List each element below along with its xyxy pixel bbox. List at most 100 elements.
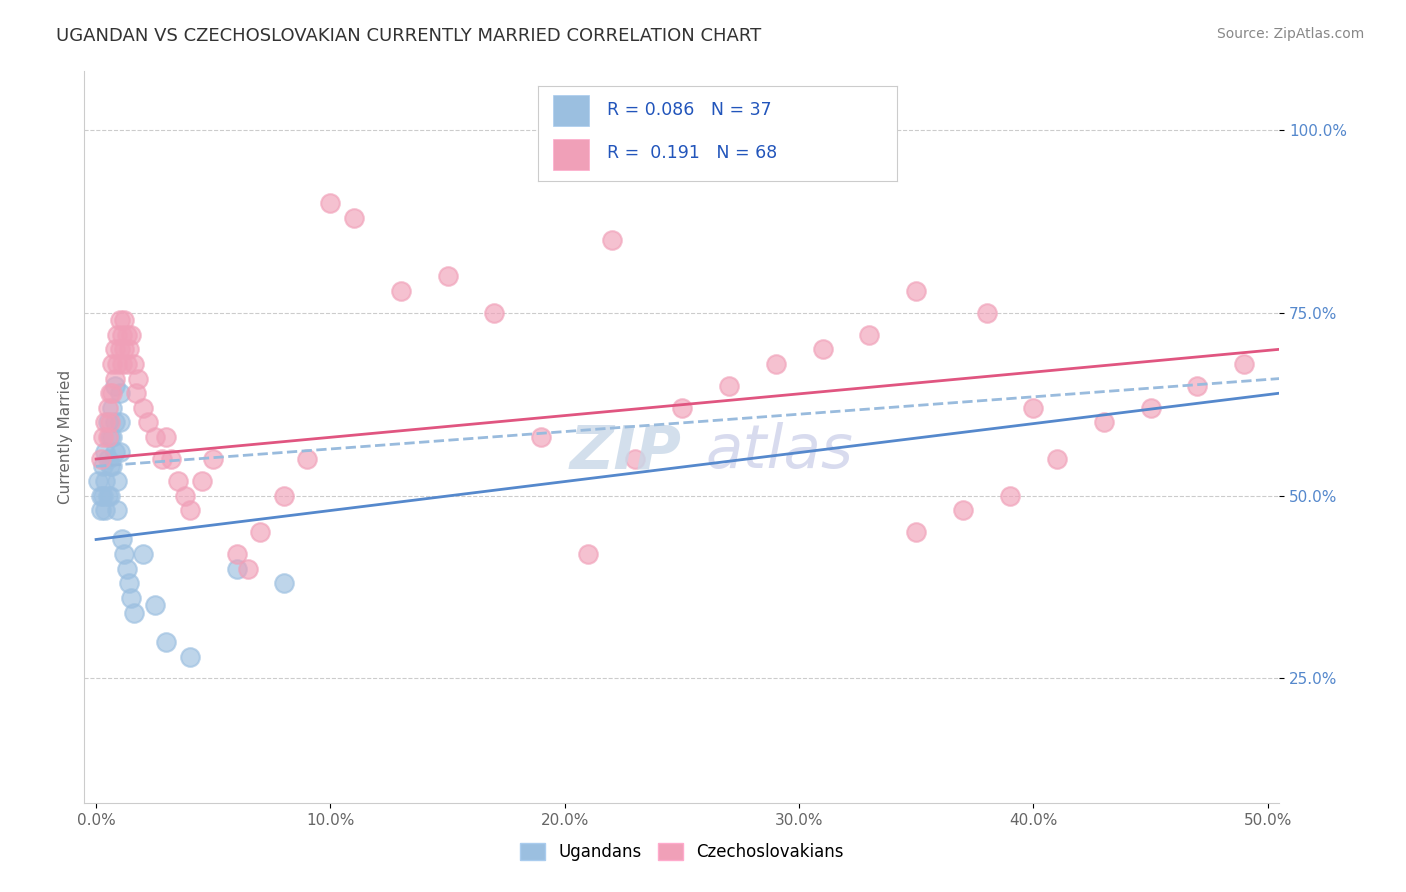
Point	[120, 327, 142, 342]
Point	[104, 379, 127, 393]
Text: atlas: atlas	[706, 422, 853, 481]
Point	[94, 503, 117, 517]
Text: ZIP: ZIP	[569, 422, 682, 481]
Point	[101, 430, 124, 444]
Point	[905, 284, 928, 298]
Point	[132, 401, 155, 415]
Point	[94, 416, 117, 430]
Point	[295, 452, 318, 467]
Point	[155, 430, 177, 444]
Point	[343, 211, 366, 225]
Point	[484, 306, 506, 320]
Point	[104, 444, 127, 458]
Point	[91, 459, 114, 474]
Point	[97, 452, 120, 467]
Y-axis label: Currently Married: Currently Married	[58, 370, 73, 504]
Text: UGANDAN VS CZECHOSLOVAKIAN CURRENTLY MARRIED CORRELATION CHART: UGANDAN VS CZECHOSLOVAKIAN CURRENTLY MAR…	[56, 27, 762, 45]
Point	[143, 599, 166, 613]
Point	[1022, 401, 1045, 415]
Point	[122, 606, 145, 620]
Point	[94, 444, 117, 458]
Point	[98, 430, 121, 444]
Point	[91, 489, 114, 503]
Point	[104, 343, 127, 357]
Point	[105, 474, 128, 488]
Point	[101, 401, 124, 415]
Legend: Ugandans, Czechoslovakians: Ugandans, Czechoslovakians	[513, 836, 851, 868]
Point	[190, 474, 212, 488]
Point	[98, 416, 121, 430]
Point	[976, 306, 998, 320]
Point	[108, 444, 131, 458]
Point	[811, 343, 834, 357]
Point	[87, 474, 110, 488]
Point	[111, 357, 134, 371]
Point	[136, 416, 159, 430]
Point	[671, 401, 693, 415]
Point	[155, 635, 177, 649]
Point	[101, 459, 124, 474]
Point	[249, 525, 271, 540]
Point	[436, 269, 458, 284]
Point	[115, 562, 138, 576]
Point	[624, 452, 647, 467]
Point	[554, 160, 576, 174]
Text: Source: ZipAtlas.com: Source: ZipAtlas.com	[1216, 27, 1364, 41]
Point	[319, 196, 342, 211]
Point	[1187, 379, 1209, 393]
Point	[97, 489, 120, 503]
Point	[717, 379, 740, 393]
Point	[118, 343, 141, 357]
Point	[765, 357, 787, 371]
Point	[1046, 452, 1069, 467]
Point	[1233, 357, 1256, 371]
Point	[238, 562, 260, 576]
Point	[530, 430, 553, 444]
Point	[101, 357, 124, 371]
Point	[202, 452, 225, 467]
Point	[952, 503, 974, 517]
Point	[120, 591, 142, 605]
Point	[225, 562, 247, 576]
Point	[105, 503, 128, 517]
Point	[600, 233, 623, 247]
Point	[108, 386, 131, 401]
Point	[112, 313, 135, 327]
Point	[576, 547, 599, 561]
Point	[179, 649, 201, 664]
Point	[167, 474, 190, 488]
Point	[97, 416, 120, 430]
Point	[98, 386, 121, 401]
Point	[225, 547, 247, 561]
Point	[108, 313, 131, 327]
Point	[1092, 416, 1115, 430]
Point	[104, 371, 127, 385]
Point	[108, 343, 131, 357]
Point	[90, 452, 112, 467]
Point	[1139, 401, 1161, 415]
Point	[160, 452, 183, 467]
Point	[132, 547, 155, 561]
Point	[122, 357, 145, 371]
Point	[101, 386, 124, 401]
Point	[273, 576, 295, 591]
Point	[150, 452, 173, 467]
Point	[112, 547, 135, 561]
Point	[94, 474, 117, 488]
Point	[143, 430, 166, 444]
Point	[115, 357, 138, 371]
Point	[108, 416, 131, 430]
Point	[273, 489, 295, 503]
Point	[118, 576, 141, 591]
Point	[111, 327, 134, 342]
Point	[90, 489, 112, 503]
Point	[98, 459, 121, 474]
Point	[858, 327, 880, 342]
Point	[97, 401, 120, 415]
Point	[125, 386, 148, 401]
Point	[389, 284, 412, 298]
Point	[90, 503, 112, 517]
Point	[174, 489, 197, 503]
Point	[998, 489, 1021, 503]
Point	[104, 416, 127, 430]
